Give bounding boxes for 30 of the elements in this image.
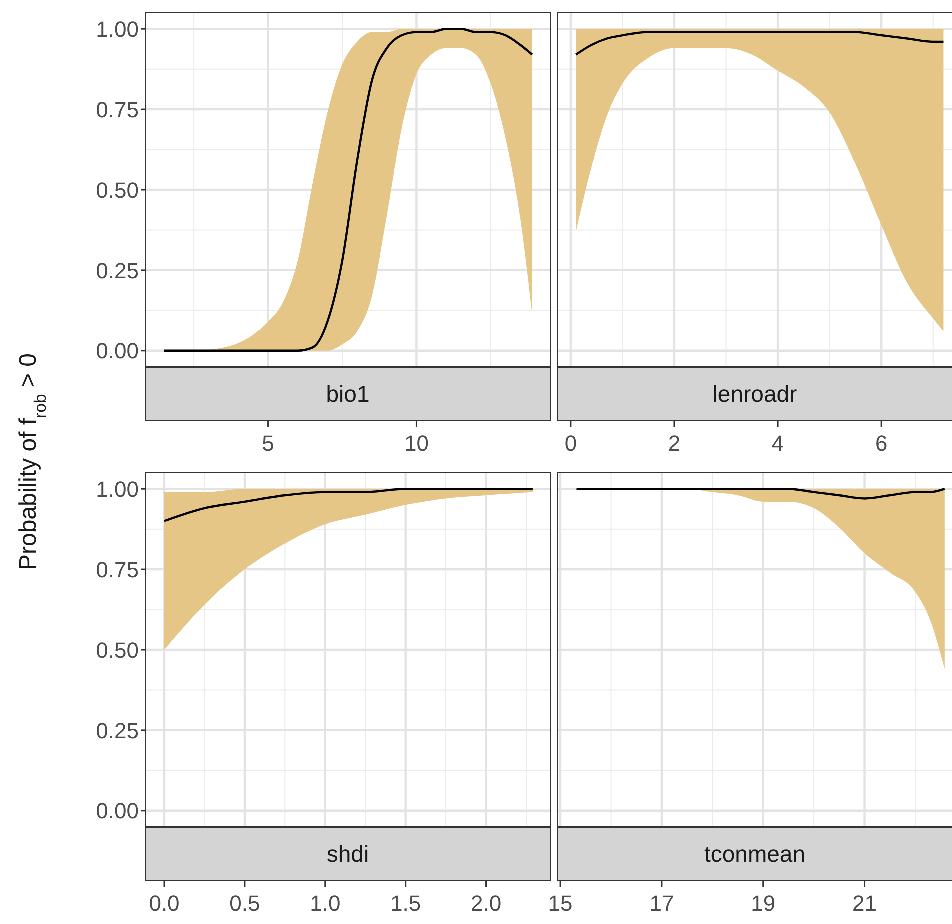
y-tick-label: 0.75: [96, 97, 139, 122]
x-tick-label: 4: [772, 431, 784, 456]
y-tick-label: 1.00: [96, 476, 139, 502]
x-tick-label: 19: [751, 891, 776, 916]
x-tick-label: 10: [404, 431, 429, 456]
x-tick-label: 2.0: [470, 891, 502, 916]
x-tick-label: 0.5: [230, 891, 260, 916]
text: lenroadr: [557, 367, 952, 421]
text: tconmean: [557, 827, 952, 881]
x-tick-label: 2: [668, 431, 681, 456]
y-tick-label: 0.00: [96, 798, 139, 824]
y-tick-label: 0.50: [96, 638, 139, 663]
y-tick-label: 0.25: [96, 258, 139, 284]
y-tick-label: 0.75: [96, 557, 139, 582]
x-tick-label: 15: [548, 891, 573, 916]
line-series: [163, 488, 534, 522]
x-tick-label: 17: [650, 891, 674, 916]
x-tick-label: 5: [262, 431, 274, 456]
y-tick-label: 1.00: [96, 16, 139, 42]
x-tick-label: 6: [875, 431, 888, 456]
x-tick-label: 0: [564, 431, 578, 456]
text: shdi: [145, 827, 551, 881]
text: bio1: [145, 367, 551, 421]
y-tick-label: 0.00: [96, 338, 139, 364]
x-tick-label: 1.0: [310, 891, 341, 916]
x-tick-label: 21: [852, 891, 878, 916]
y-tick-label: 0.25: [96, 718, 139, 744]
x-tick-label: 0.0: [149, 891, 180, 916]
y-tick-label: 0.50: [96, 178, 139, 203]
x-tick-label: 1.5: [390, 891, 422, 916]
